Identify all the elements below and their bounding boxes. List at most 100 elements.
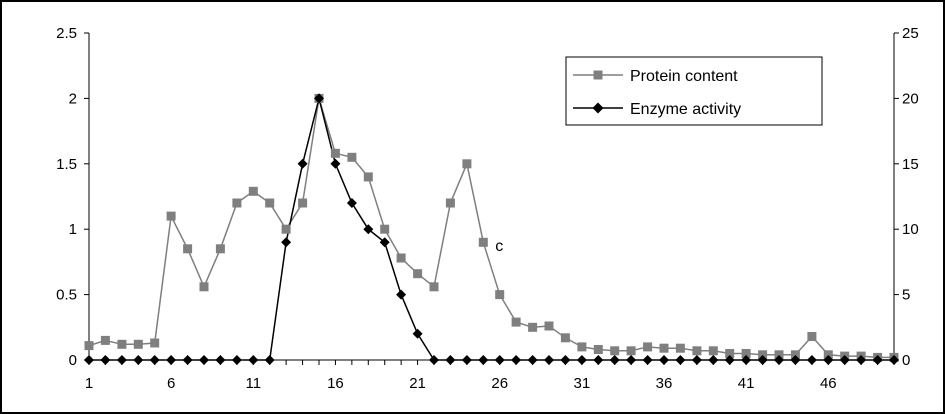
data-point-enzyme-activity [675, 355, 686, 365]
data-point-enzyme-activity [839, 355, 850, 365]
data-point-enzyme-activity [461, 355, 472, 365]
data-point-enzyme-activity [856, 355, 867, 365]
data-point-protein-content [281, 224, 291, 234]
right-y-tick-label: 15 [902, 156, 919, 173]
data-point-protein-content [741, 349, 751, 358]
data-point-protein-content [330, 148, 340, 158]
data-point-enzyme-activity [330, 158, 341, 169]
data-point-enzyme-activity [248, 355, 259, 365]
right-y-tick-label: 20 [902, 90, 919, 107]
data-point-protein-content [84, 341, 94, 351]
data-point-enzyme-activity [100, 355, 111, 365]
data-point-enzyme-activity [314, 93, 324, 104]
data-point-enzyme-activity [264, 355, 275, 365]
data-point-protein-content [117, 339, 127, 349]
data-point-protein-content [248, 186, 258, 196]
right-y-tick-label: 5 [902, 287, 910, 304]
x-tick-label: 46 [820, 375, 837, 392]
data-point-protein-content [593, 345, 603, 354]
data-point-enzyme-activity [412, 328, 423, 339]
data-point-protein-content [298, 198, 308, 208]
data-point-enzyme-activity [445, 355, 456, 365]
data-point-protein-content [790, 350, 800, 360]
data-point-protein-content [150, 338, 160, 348]
data-point-enzyme-activity [478, 355, 489, 365]
data-point-enzyme-activity [429, 355, 439, 365]
data-point-protein-content [807, 332, 817, 341]
x-tick-label: 16 [327, 375, 344, 392]
left-y-tick-label: 2.5 [56, 25, 77, 42]
x-tick-label: 36 [656, 375, 673, 392]
left-y-tick-label: 1 [69, 221, 77, 238]
data-point-enzyme-activity [593, 355, 604, 365]
data-point-enzyme-activity [659, 355, 669, 365]
data-point-enzyme-activity [724, 355, 735, 365]
data-point-protein-content [100, 335, 110, 345]
data-point-protein-content [675, 343, 685, 353]
data-point-protein-content [478, 237, 488, 247]
data-point-enzyme-activity [774, 355, 784, 365]
legend-label-protein: Protein content [630, 68, 738, 85]
data-point-protein-content [560, 333, 570, 343]
left-y-tick-label: 0 [69, 352, 77, 369]
right-y-tick-label: 25 [902, 25, 919, 42]
data-point-protein-content [429, 282, 439, 292]
data-point-enzyme-activity [757, 355, 768, 365]
data-point-protein-content [708, 346, 718, 356]
data-point-enzyme-activity [396, 289, 407, 300]
data-point-protein-content [528, 322, 538, 332]
data-point-enzyme-activity [215, 355, 226, 365]
data-point-enzyme-activity [84, 355, 94, 365]
data-point-enzyme-activity [741, 355, 752, 365]
data-point-enzyme-activity [609, 355, 620, 365]
data-point-enzyme-activity [297, 158, 308, 169]
data-point-enzyme-activity [527, 355, 538, 365]
data-point-protein-content [232, 198, 242, 208]
data-point-enzyme-activity [889, 355, 899, 365]
x-tick-label: 21 [409, 375, 426, 392]
data-point-protein-content [215, 244, 225, 254]
data-point-protein-content [610, 346, 620, 356]
data-point-enzyme-activity [166, 355, 177, 365]
annotation-c: c [495, 238, 503, 255]
data-point-protein-content [413, 269, 423, 279]
data-point-enzyme-activity [576, 355, 587, 365]
data-point-enzyme-activity [281, 237, 292, 248]
data-point-protein-content [774, 350, 784, 360]
left-y-tick-label: 2 [69, 90, 77, 107]
data-point-protein-content [577, 342, 587, 352]
data-point-protein-content [643, 342, 653, 352]
data-point-enzyme-activity [691, 355, 702, 365]
data-point-protein-content [265, 198, 275, 208]
data-point-enzyme-activity [149, 355, 160, 365]
data-point-enzyme-activity [642, 355, 653, 365]
data-point-protein-content [462, 159, 472, 169]
data-point-protein-content [347, 152, 357, 162]
data-point-enzyme-activity [872, 355, 883, 365]
data-point-enzyme-activity [708, 355, 719, 365]
data-point-enzyme-activity [806, 355, 817, 365]
data-point-enzyme-activity [363, 224, 374, 235]
data-point-enzyme-activity [199, 355, 209, 365]
data-point-enzyme-activity [116, 355, 127, 365]
data-point-protein-content [445, 198, 455, 208]
legend-marker-protein [593, 70, 603, 80]
data-point-enzyme-activity [182, 355, 193, 365]
x-tick-label: 1 [85, 375, 93, 392]
x-tick-label: 31 [574, 375, 591, 392]
x-tick-label: 11 [245, 375, 261, 392]
data-point-enzyme-activity [494, 355, 505, 365]
data-point-enzyme-activity [379, 237, 390, 248]
data-point-enzyme-activity [133, 355, 144, 365]
data-point-protein-content [396, 253, 406, 263]
x-tick-label: 41 [738, 375, 755, 392]
data-point-protein-content [544, 321, 554, 331]
data-point-enzyme-activity [790, 355, 801, 365]
data-point-protein-content [823, 350, 833, 360]
left-y-tick-label: 0.5 [56, 287, 77, 304]
series-markers-group [84, 93, 899, 365]
data-point-enzyme-activity [346, 198, 357, 208]
data-point-protein-content [495, 290, 505, 300]
